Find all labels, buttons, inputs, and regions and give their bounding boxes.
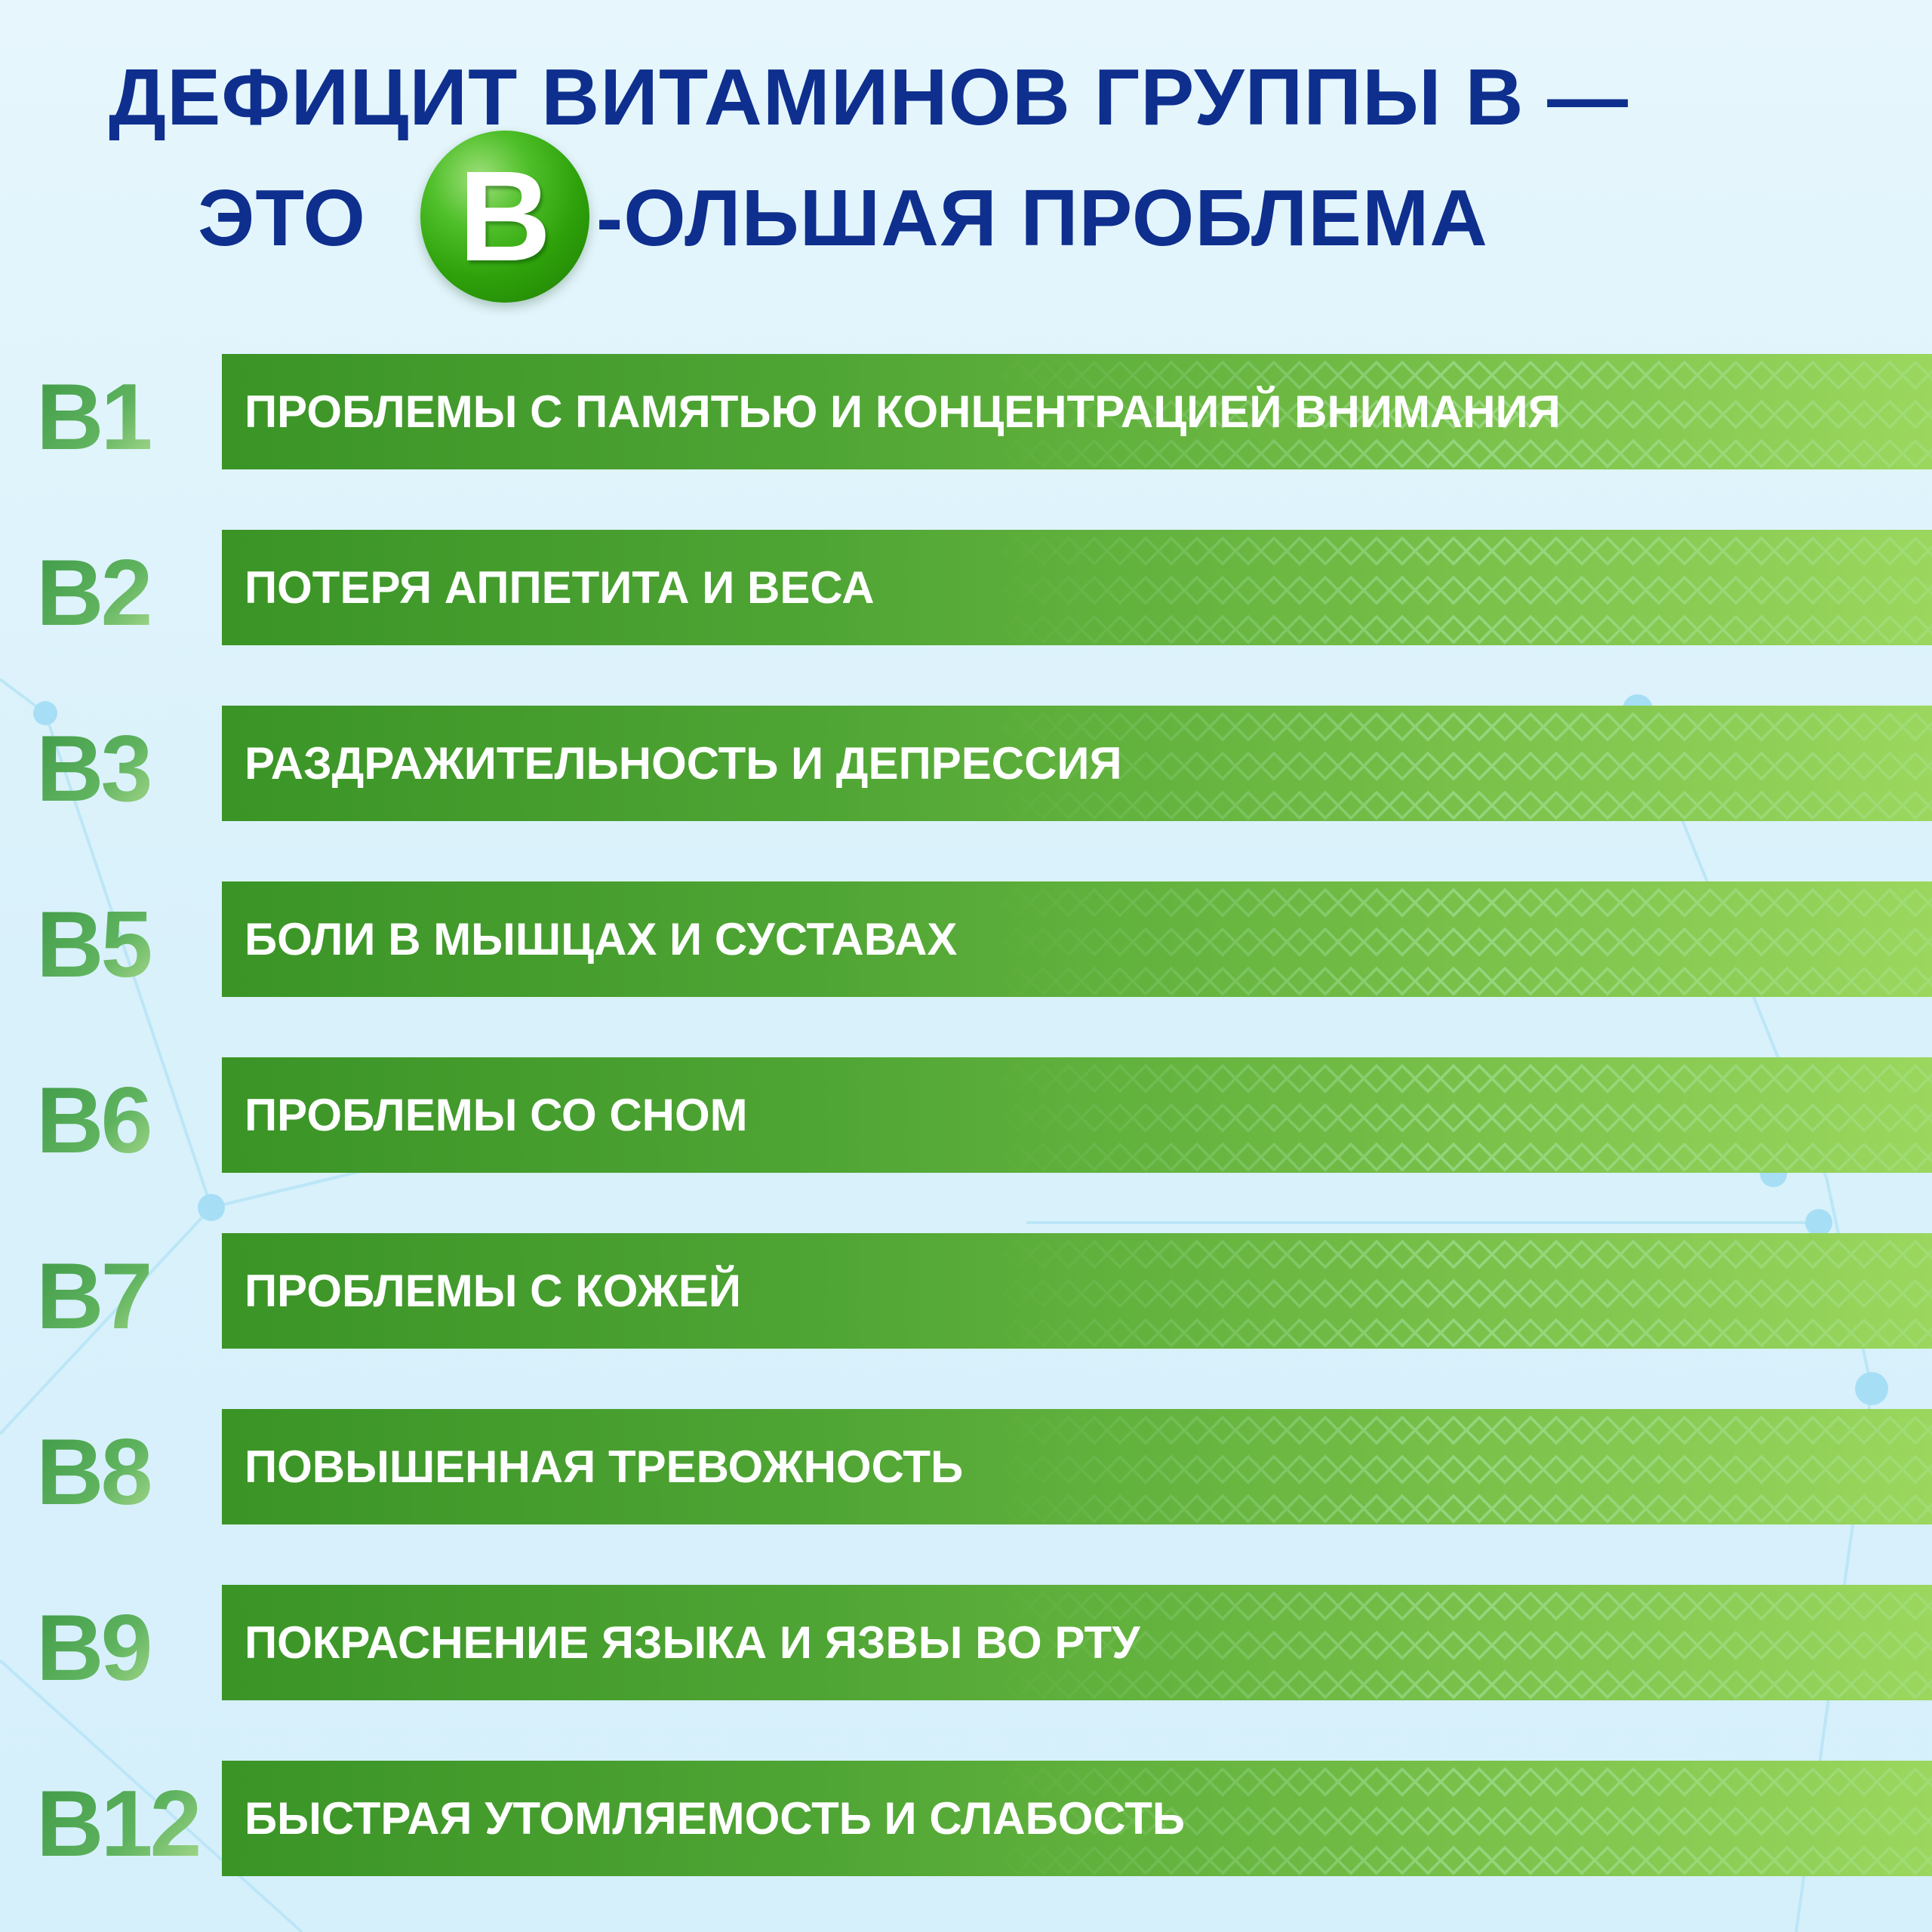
- diamond-pattern-decoration: [991, 1585, 1932, 1700]
- vitamin-code: B12: [36, 1772, 202, 1876]
- vitamin-code: B2: [36, 541, 153, 645]
- symptom-text: ПРОБЛЕМЫ СО СНОМ: [245, 1090, 748, 1140]
- vitamin-row: B2 ПОТЕРЯ АППЕТИТА И ВЕСА: [0, 530, 1932, 645]
- diamond-pattern-decoration: [991, 881, 1932, 997]
- symptom-bar: ПОКРАСНЕНИЕ ЯЗЫКА И ЯЗВЫ ВО РТУ: [222, 1585, 1932, 1700]
- vitamin-row: B9 ПОКРАСНЕНИЕ ЯЗЫКА И ЯЗВЫ ВО РТУ: [0, 1585, 1932, 1700]
- symptom-bar: ПРОБЛЕМЫ СО СНОМ: [222, 1057, 1932, 1173]
- symptom-text: ПРОБЛЕМЫ С КОЖЕЙ: [245, 1266, 742, 1316]
- diamond-pattern-decoration: [991, 1057, 1932, 1173]
- vitamin-b-letter: B: [458, 145, 552, 288]
- vitamin-row: B12 БЫСТРАЯ УТОМЛЯЕМОСТЬ И СЛАБОСТЬ: [0, 1761, 1932, 1876]
- diamond-pattern-decoration: [991, 530, 1932, 645]
- vitamin-code: B8: [36, 1420, 153, 1524]
- vitamin-row: B5 БОЛИ В МЫШЦАХ И СУСТАВАХ: [0, 881, 1932, 997]
- symptom-text: ПРОБЛЕМЫ С ПАМЯТЬЮ И КОНЦЕНТРАЦИЕЙ ВНИМА…: [245, 386, 1561, 437]
- vitamin-code: B9: [36, 1596, 153, 1700]
- symptom-bar: БЫСТРАЯ УТОМЛЯЕМОСТЬ И СЛАБОСТЬ: [222, 1761, 1932, 1876]
- diamond-pattern-decoration: [991, 1233, 1932, 1349]
- symptom-text: ПОКРАСНЕНИЕ ЯЗЫКА И ЯЗВЫ ВО РТУ: [245, 1617, 1140, 1668]
- symptom-text: БЫСТРАЯ УТОМЛЯЕМОСТЬ И СЛАБОСТЬ: [245, 1793, 1185, 1844]
- vitamin-row: B1 ПРОБЛЕМЫ С ПАМЯТЬЮ И КОНЦЕНТРАЦИЕЙ ВН…: [0, 354, 1932, 469]
- symptom-bar: ПРОБЛЕМЫ С ПАМЯТЬЮ И КОНЦЕНТРАЦИЕЙ ВНИМА…: [222, 354, 1932, 469]
- diamond-pattern-decoration: [991, 706, 1932, 821]
- headline-line-2-suffix: -ОЛЬШАЯ ПРОБЛЕМА: [596, 174, 1488, 263]
- vitamin-code: B7: [36, 1244, 153, 1349]
- vitamin-row: B7 ПРОБЛЕМЫ С КОЖЕЙ: [0, 1233, 1932, 1349]
- diamond-pattern-decoration: [991, 1761, 1932, 1876]
- symptom-bar: РАЗДРАЖИТЕЛЬНОСТЬ И ДЕПРЕССИЯ: [222, 706, 1932, 821]
- symptom-text: БОЛИ В МЫШЦАХ И СУСТАВАХ: [245, 914, 958, 964]
- symptom-bar: БОЛИ В МЫШЦАХ И СУСТАВАХ: [222, 881, 1932, 997]
- symptom-text: РАЗДРАЖИТЕЛЬНОСТЬ И ДЕПРЕССИЯ: [245, 738, 1122, 789]
- headline-line-1: ДЕФИЦИТ ВИТАМИНОВ ГРУППЫ В —: [109, 53, 1629, 142]
- vitamin-code: B5: [36, 893, 153, 997]
- symptom-text: ПОВЫШЕННАЯ ТРЕВОЖНОСТЬ: [245, 1441, 964, 1492]
- diamond-pattern-decoration: [991, 1409, 1932, 1524]
- vitamin-b-badge: B: [420, 131, 589, 303]
- diamond-pattern-decoration: [991, 354, 1932, 469]
- vitamin-row: B3 РАЗДРАЖИТЕЛЬНОСТЬ И ДЕПРЕССИЯ: [0, 706, 1932, 821]
- symptom-bar: ПОВЫШЕННАЯ ТРЕВОЖНОСТЬ: [222, 1409, 1932, 1524]
- symptom-text: ПОТЕРЯ АППЕТИТА И ВЕСА: [245, 562, 875, 613]
- vitamin-code: B6: [36, 1069, 153, 1173]
- symptom-bar: ПРОБЛЕМЫ С КОЖЕЙ: [222, 1233, 1932, 1349]
- vitamin-row: B6 ПРОБЛЕМЫ СО СНОМ: [0, 1057, 1932, 1173]
- headline-line-2-prefix: ЭТО: [198, 174, 366, 263]
- symptom-bar: ПОТЕРЯ АППЕТИТА И ВЕСА: [222, 530, 1932, 645]
- vitamin-code: B1: [36, 365, 153, 469]
- vitamin-row: B8 ПОВЫШЕННАЯ ТРЕВОЖНОСТЬ: [0, 1409, 1932, 1524]
- vitamin-code: B3: [36, 717, 153, 821]
